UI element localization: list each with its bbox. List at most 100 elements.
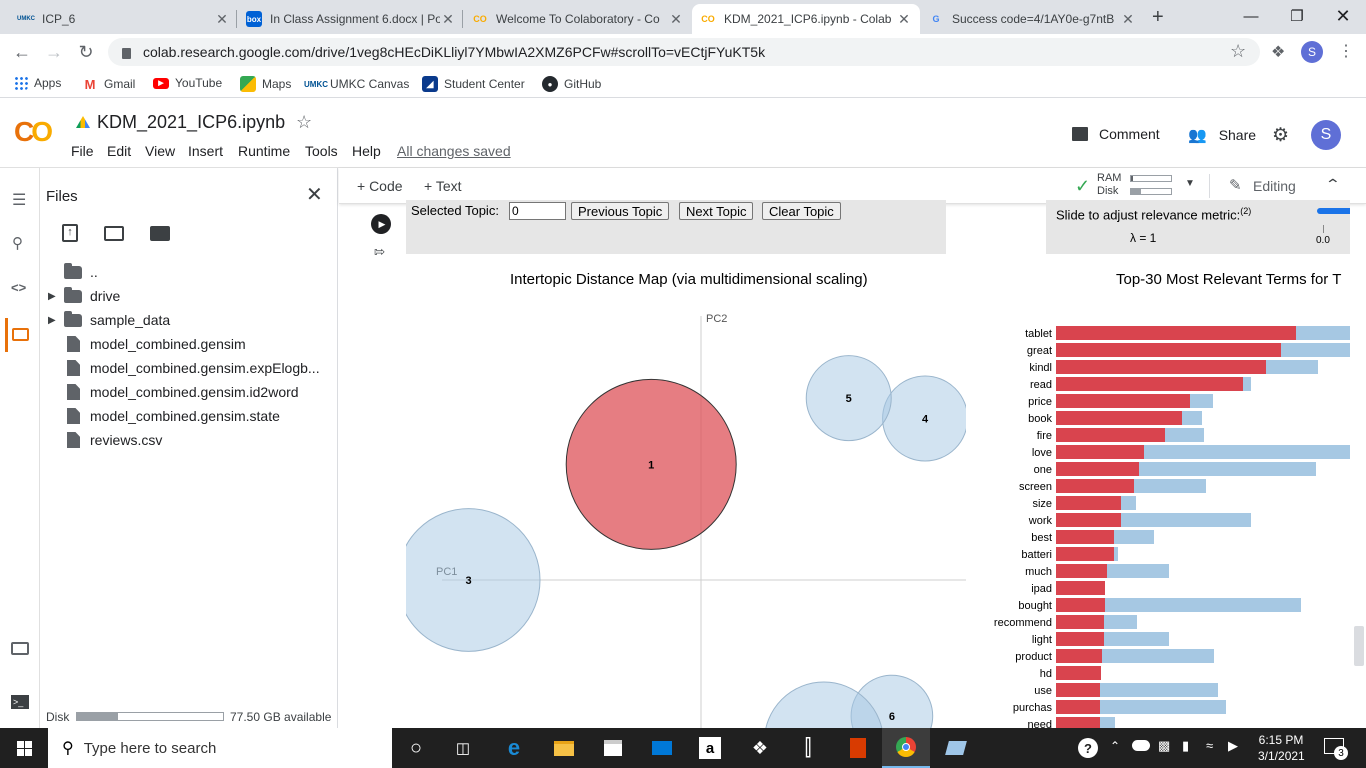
notebook-title[interactable]: KDM_2021_ICP6.ipynb	[97, 112, 286, 132]
share-button[interactable]: 👥 Share	[1188, 127, 1257, 144]
browser-tab[interactable]: UMKC ICP_6 ✕	[10, 4, 238, 34]
topic-frequency-bar[interactable]	[1056, 360, 1266, 374]
clock[interactable]: 6:15 PM 3/1/2021	[1258, 733, 1305, 763]
term-label[interactable]: one	[1034, 464, 1052, 476]
wifi-icon[interactable]: ≈	[1206, 738, 1214, 753]
mount-drive-icon[interactable]	[150, 226, 170, 241]
terminal-icon[interactable]: >_	[11, 695, 29, 709]
file-explorer-icon[interactable]	[544, 732, 584, 764]
file-row[interactable]: model_combined.gensim	[46, 332, 246, 356]
battery-icon[interactable]: ▮	[1182, 738, 1190, 753]
taskbar-search-box[interactable]: ⚲ Type here to search	[48, 728, 392, 768]
menu-insert[interactable]: Insert	[188, 143, 224, 159]
windows-start-icon[interactable]	[4, 732, 44, 764]
topic-frequency-bar[interactable]	[1056, 530, 1114, 544]
task-view-icon[interactable]: ◫	[455, 740, 471, 757]
topic-frequency-bar[interactable]	[1056, 496, 1121, 510]
close-tab-icon[interactable]: ✕	[670, 10, 682, 27]
close-window-button[interactable]: ✕	[1335, 5, 1351, 26]
bolt-app-icon[interactable]: ⫿	[804, 735, 812, 760]
term-label[interactable]: recommend	[994, 617, 1052, 629]
close-tab-icon[interactable]: ✕	[898, 10, 910, 27]
help-icon[interactable]: ?	[1078, 738, 1098, 758]
topic-frequency-bar[interactable]	[1056, 462, 1139, 476]
bookmark-star-icon[interactable]: ☆	[1230, 41, 1247, 61]
topic-frequency-bar[interactable]	[1056, 666, 1101, 680]
device-icon[interactable]: ▩	[1158, 738, 1171, 753]
topic-frequency-bar[interactable]	[1056, 564, 1107, 578]
term-label[interactable]: ipad	[1031, 583, 1052, 595]
next-topic-button[interactable]: Next Topic	[679, 202, 754, 220]
notebook-scrollbar[interactable]	[1354, 626, 1364, 666]
term-label[interactable]: product	[1015, 651, 1052, 663]
topic-frequency-bar[interactable]	[1056, 343, 1281, 357]
topic-frequency-bar[interactable]	[1056, 428, 1165, 442]
command-palette-icon[interactable]	[11, 642, 29, 655]
topic-frequency-bar[interactable]	[1056, 394, 1190, 408]
colab-logo[interactable]: CO	[14, 116, 53, 147]
bookmark-gmail[interactable]: M Gmail	[82, 76, 136, 92]
bookmark-student-center[interactable]: ◢ Student Center	[422, 76, 525, 92]
volume-icon[interactable]: ▶	[1228, 738, 1238, 753]
topic-frequency-bar[interactable]	[1056, 479, 1134, 493]
files-folder-icon[interactable]	[12, 328, 29, 341]
topic-frequency-bar[interactable]	[1056, 581, 1105, 595]
menu-tools[interactable]: Tools	[305, 143, 338, 159]
user-avatar[interactable]: S	[1311, 120, 1341, 150]
topic-bubble-1[interactable]	[565, 378, 737, 550]
mail-icon[interactable]	[642, 732, 682, 764]
settings-gear-icon[interactable]: ⚙	[1272, 125, 1290, 146]
tray-overflow-icon[interactable]: ⌃	[1110, 739, 1121, 753]
run-cell-button[interactable]: ▶	[371, 214, 391, 234]
term-label[interactable]: purchas	[1013, 702, 1053, 714]
term-label[interactable]: great	[1027, 345, 1052, 357]
collapse-header-icon[interactable]: ⌃	[1324, 176, 1342, 192]
topic-frequency-bar[interactable]	[1056, 598, 1105, 612]
file-row[interactable]: ..	[46, 260, 98, 284]
term-label[interactable]: work	[1028, 515, 1053, 527]
menu-file[interactable]: File	[71, 143, 94, 159]
code-snippets-icon[interactable]: <>	[11, 280, 27, 295]
menu-edit[interactable]: Edit	[107, 143, 132, 159]
browser-menu-icon[interactable]: ⋮	[1338, 43, 1354, 60]
forward-button[interactable]: →	[45, 41, 63, 62]
file-row[interactable]: reviews.csv	[46, 428, 162, 452]
editing-mode-label[interactable]: Editing	[1253, 178, 1296, 194]
term-label[interactable]: read	[1030, 379, 1052, 391]
topic-frequency-bar[interactable]	[1056, 547, 1114, 561]
chrome-taskbar-button[interactable]	[882, 728, 930, 768]
term-label[interactable]: tablet	[1025, 328, 1052, 340]
reload-button[interactable]: ↻	[78, 41, 94, 62]
term-label[interactable]: love	[1032, 447, 1052, 459]
topic-frequency-bar[interactable]	[1056, 649, 1102, 663]
browser-tab[interactable]: G Success code=4/1AY0e-g7ntB ✕	[920, 4, 1144, 34]
topic-frequency-bar[interactable]	[1056, 445, 1144, 459]
file-row[interactable]: model_combined.gensim.state	[46, 404, 280, 428]
topic-frequency-bar[interactable]	[1056, 326, 1296, 340]
extensions-icon[interactable]: ❖	[1271, 44, 1286, 61]
term-label[interactable]: kindl	[1029, 362, 1052, 374]
term-label[interactable]: book	[1028, 413, 1052, 425]
relevance-slider[interactable]	[1317, 208, 1350, 214]
bookmark-apps[interactable]: Apps	[14, 76, 61, 90]
overall-frequency-bar[interactable]	[1056, 598, 1301, 612]
topic-frequency-bar[interactable]	[1056, 513, 1121, 527]
browser-tab[interactable]: CO Welcome To Colaboratory - Co ✕	[464, 4, 692, 34]
selected-topic-input[interactable]	[509, 202, 566, 220]
star-notebook-icon[interactable]: ☆	[296, 112, 313, 132]
new-tab-button[interactable]: +	[1152, 6, 1164, 28]
add-code-cell-button[interactable]: + Code	[357, 178, 403, 194]
close-tab-icon[interactable]: ✕	[1122, 10, 1134, 27]
bookmark-maps[interactable]: Maps	[240, 76, 291, 92]
expand-chevron-icon[interactable]: ▶	[48, 314, 56, 326]
bookmark-umkc-canvas[interactable]: UMKC UMKC Canvas	[304, 77, 410, 91]
menu-help[interactable]: Help	[352, 143, 381, 159]
profile-avatar[interactable]: S	[1301, 41, 1323, 63]
cortana-icon[interactable]: ○	[409, 736, 423, 759]
store-icon[interactable]	[593, 732, 633, 764]
topic-frequency-bar[interactable]	[1056, 717, 1100, 728]
topic-frequency-bar[interactable]	[1056, 377, 1243, 391]
topic-bubble-5[interactable]	[805, 355, 892, 442]
term-label[interactable]: batteri	[1021, 549, 1052, 561]
topic-frequency-bar[interactable]	[1056, 700, 1100, 714]
